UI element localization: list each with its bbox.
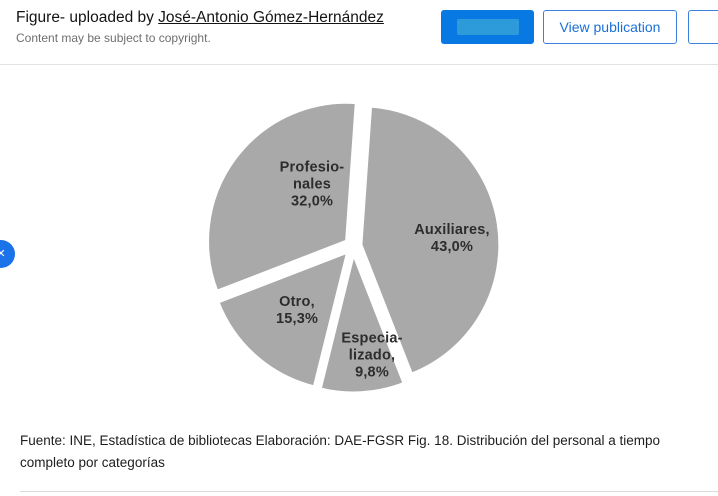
pie-label-especializado: Especia-lizado, 9,8% [341,330,403,381]
pie-label-profesionales: Profesio-nales 32,0% [279,159,345,210]
download-button[interactable] [441,10,534,44]
figure-header: Figure- uploaded by José-Antonio Gómez-H… [0,0,718,65]
bottom-divider [20,491,718,492]
pie-label-otro: Otro, 15,3% [275,294,319,327]
view-publication-button[interactable]: View publication [543,10,677,44]
figure-caption: Fuente: INE, Estadística de bibliotecas … [20,433,661,470]
pie-slice-otro [216,249,350,389]
download-button-redacted-label [456,19,519,35]
cut-off-button[interactable] [688,10,718,44]
pie-slice-profesionales [206,100,358,294]
pie-slice-especializado [318,249,407,395]
figure-title-prefix: Figure- uploaded by [16,9,159,26]
copyright-note: Content may be subject to copyright. [16,31,211,45]
uploader-link[interactable]: José-Antonio Gómez-Hernández [158,9,384,26]
figure-title: Figure- uploaded by José-Antonio Gómez-H… [16,9,384,27]
pie-slice-auxiliares [359,104,502,377]
pie-label-auxiliares: Auxiliares, 43,0% [414,222,490,255]
close-icon: ✕ [0,247,6,260]
floating-action-button[interactable]: ✕ [0,240,15,268]
